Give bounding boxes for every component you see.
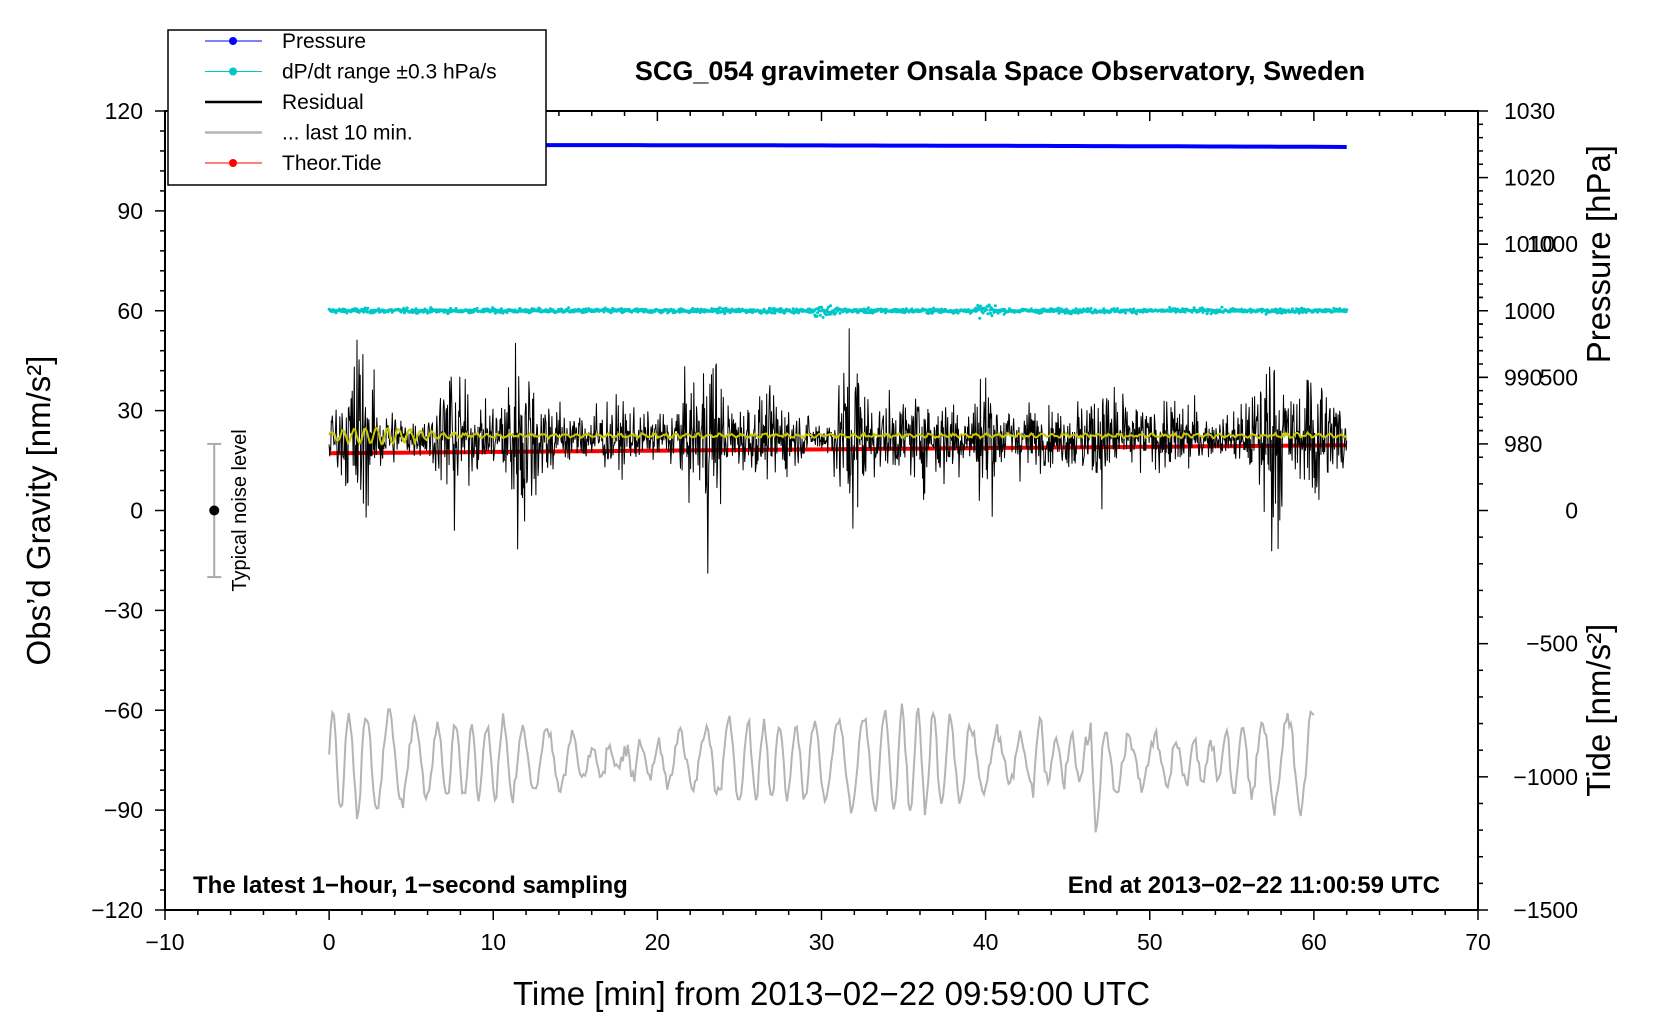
x-tick-label: 60 <box>1301 929 1327 955</box>
y-tick-label: 120 <box>105 98 143 124</box>
axes: −10 0 10 20 30 40 50 60 701209060300−30−60−90−12… <box>91 98 1578 955</box>
y-axis-title-pressure: Pressure [hPa] <box>1580 145 1617 363</box>
tide-tick-label: −1000 <box>1513 764 1578 790</box>
legend-entry-theor-tide-label: Theor.Tide <box>282 152 382 175</box>
legend: Pressure dP/dt range ±0.3 hPa/s Residual..… <box>167 29 547 186</box>
x-tick-label: 40 <box>973 929 999 955</box>
pressure-tick-label: 1030 <box>1504 98 1555 124</box>
pressure-tick-label: 990 <box>1504 364 1542 390</box>
legend-box <box>167 29 547 186</box>
x-tick-label: 10 <box>480 929 506 955</box>
x-tick-label: 0 <box>323 929 336 955</box>
chart-title: SCG_054 gravimeter Onsala Space Observat… <box>635 56 1365 86</box>
y-axis-title-gravity: Obs’d Gravity [nm/s²] <box>20 356 57 666</box>
x-tick-label: −10 <box>145 929 184 955</box>
tide-tick-label: 500 <box>1540 364 1578 390</box>
y-tick-label: −30 <box>104 597 143 623</box>
tide-tick-label: −1500 <box>1513 897 1578 923</box>
footer-end-time: End at 2013−02−22 11:00:59 UTC <box>1068 872 1440 899</box>
legend-entry-theor-tide-marker <box>229 159 237 167</box>
tide-tick-label: 0 <box>1565 498 1578 524</box>
series-residual-smoothed <box>328 427 1348 446</box>
noise-level-label: Typical noise level <box>229 429 251 591</box>
series-theor-tide <box>329 443 1347 456</box>
y-tick-label: −120 <box>91 897 143 923</box>
pressure-tick-label: 1020 <box>1504 165 1555 191</box>
plot-frame <box>164 110 1479 911</box>
x-tick-label: 70 <box>1465 929 1491 955</box>
noise-center-dot <box>209 505 220 516</box>
y-tick-label: 90 <box>117 198 143 224</box>
legend-entry-dpdt-label: dP/dt range ±0.3 hPa/s <box>282 61 497 84</box>
y-tick-label: 60 <box>117 298 143 324</box>
legend-entry-last-10-min-label: ... last 10 min. <box>282 122 413 145</box>
x-tick-label: 50 <box>1137 929 1163 955</box>
legend-entry-pressure-label: Pressure <box>282 30 366 53</box>
noise-level-indicator: Typical noise level <box>207 429 251 592</box>
tide-tick-label: −500 <box>1526 631 1578 657</box>
y-tick-label: −90 <box>104 797 143 823</box>
plot-area <box>327 143 1349 833</box>
series-dpdt <box>327 303 1349 320</box>
pressure-tick-label: 1010 <box>1504 231 1555 257</box>
y-tick-label: 0 <box>130 498 143 524</box>
legend-entry-dpdt-marker <box>229 67 237 76</box>
pressure-tick-label: 980 <box>1504 431 1542 457</box>
x-tick-label: 30 <box>809 929 835 955</box>
y-tick-label: −60 <box>104 697 143 723</box>
y-axis-title-tide: Tide [nm/s²] <box>1580 624 1617 797</box>
x-axis-title: Time [min] from 2013−02−22 09:59:00 UTC <box>513 975 1150 1012</box>
x-tick-label: 20 <box>645 929 671 955</box>
tide-tick-label: 1000 <box>1527 231 1578 257</box>
legend-entry-pressure-marker <box>229 37 237 45</box>
pressure-tick-label: 1000 <box>1504 298 1555 324</box>
y-tick-label: 30 <box>117 398 143 424</box>
footer-sampling-note: The latest 1−hour, 1−second sampling <box>193 872 628 899</box>
series-last-10-min <box>328 703 1315 833</box>
legend-entry-residual-label: Residual <box>282 91 364 114</box>
